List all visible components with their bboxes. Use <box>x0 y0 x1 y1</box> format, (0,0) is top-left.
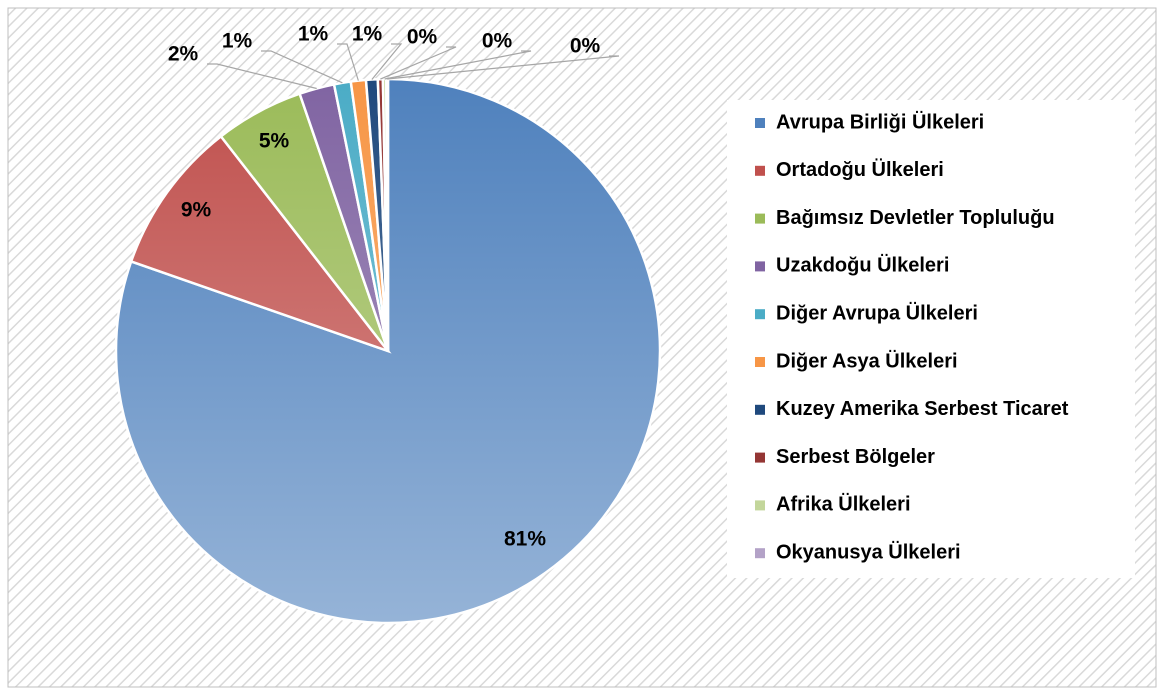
legend-swatch <box>755 261 765 272</box>
legend-label: Diğer Asya Ülkeleri <box>776 349 958 372</box>
leader-line <box>387 55 620 80</box>
legend-swatch <box>755 404 765 415</box>
data-label: 9% <box>181 199 212 222</box>
legend-label: Serbest Bölgeler <box>776 446 935 468</box>
legend-label: Okyanusya Ülkeleri <box>776 540 961 563</box>
leader-line <box>337 43 359 81</box>
data-label: 1% <box>298 23 329 46</box>
leader-line <box>207 63 317 90</box>
pie-slice <box>385 77 390 352</box>
data-label: 0% <box>482 30 513 53</box>
data-label: 81% <box>504 528 546 551</box>
legend-label: Diğer Avrupa Ülkeleri <box>776 301 978 324</box>
data-label: 1% <box>352 23 383 46</box>
data-label: 1% <box>222 30 253 53</box>
legend-label: Uzakdoğu Ülkeleri <box>776 254 949 277</box>
legend-label: Kuzey Amerika Serbest Ticaret <box>776 398 1069 420</box>
legend-swatch <box>755 452 765 463</box>
legend-label: Bağımsız Devletler Topluluğu <box>776 207 1055 229</box>
data-label: 0% <box>407 26 438 49</box>
legend-swatch <box>755 548 765 559</box>
leader-line <box>384 50 532 80</box>
legend-label: Ortadoğu Ülkeleri <box>776 158 944 181</box>
legend-swatch <box>755 309 765 320</box>
legend-swatch <box>755 118 765 128</box>
legend-swatch <box>755 500 765 511</box>
leader-line <box>261 50 343 84</box>
legend-box <box>727 100 1135 578</box>
legend-label: Afrika Ülkeleri <box>776 493 911 516</box>
legend-swatch <box>755 213 765 224</box>
leader-line <box>380 46 457 80</box>
data-label: 2% <box>168 43 199 66</box>
legend-swatch <box>755 165 765 176</box>
data-label: 0% <box>570 35 601 58</box>
leader-line <box>371 43 403 80</box>
legend-swatch <box>755 357 765 367</box>
legend-label: Avrupa Birliği Ülkeleri <box>776 110 984 133</box>
data-label: 5% <box>259 130 290 153</box>
